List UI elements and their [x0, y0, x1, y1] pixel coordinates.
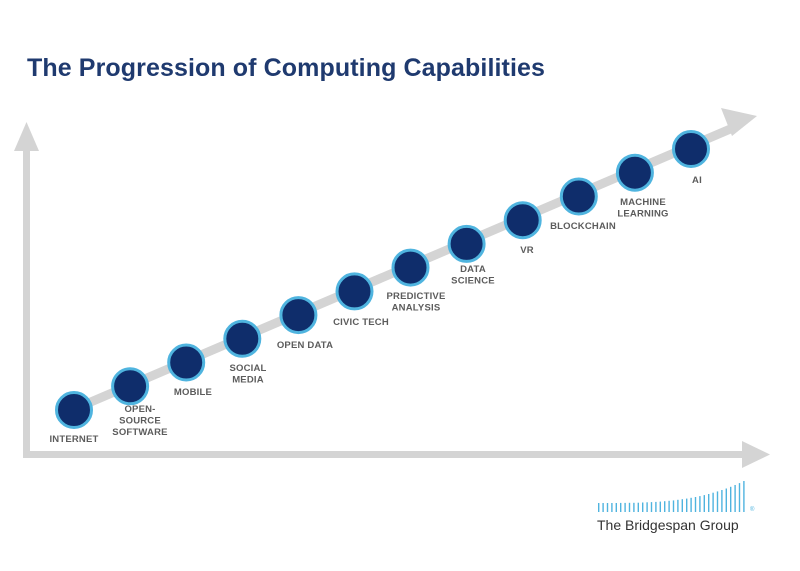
logo-bar [659, 501, 661, 512]
x-axis-line [23, 451, 751, 458]
logo-bar [598, 503, 600, 512]
milestone-node [55, 391, 93, 429]
trend-arrowhead [721, 108, 757, 136]
y-axis-arrowhead [14, 122, 39, 151]
y-axis-line [23, 140, 30, 458]
milestone-node [391, 248, 430, 287]
logo-bar [624, 502, 626, 512]
milestone-label-line: OPEN- [124, 404, 155, 415]
milestone-label: SOCIAL MEDIA [229, 363, 266, 386]
logo-bar [615, 503, 617, 512]
milestone-label-line: ANALYSIS [392, 303, 441, 314]
logo-bar [620, 502, 622, 512]
logo-bar [730, 486, 732, 512]
milestone-label-line: DATA [460, 264, 486, 275]
milestone-node [503, 201, 542, 240]
axes [14, 122, 770, 468]
milestone-label: BLOCKCHAIN [550, 221, 616, 232]
logo-bar [703, 495, 705, 512]
milestone-label: AI [692, 175, 702, 186]
milestone-label-line: LEARNING [617, 209, 668, 220]
milestone-label-line: OPEN DATA [277, 340, 333, 351]
logo-bar [637, 502, 639, 512]
logo-bar [642, 502, 644, 512]
milestone-node [615, 153, 654, 192]
logo-bar [681, 499, 683, 512]
milestone-label: CIVIC TECH [333, 317, 389, 328]
milestone-node [447, 224, 486, 263]
milestone-node [279, 296, 318, 335]
milestone-label-line: SCIENCE [451, 276, 495, 287]
milestone-node [335, 272, 374, 311]
logo-bar [672, 500, 675, 512]
logo-bar [668, 500, 670, 512]
logo-bar [712, 492, 714, 512]
logo-bar [694, 497, 697, 512]
logo-bars-mark [598, 481, 745, 512]
milestone-label-line: MOBILE [174, 387, 212, 398]
milestone-label: OPEN DATA [277, 340, 333, 351]
milestone-label-line: PREDICTIVE [386, 291, 445, 302]
milestone-label: INTERNET [49, 434, 98, 445]
page-title: The Progression of Computing Capabilitie… [27, 54, 546, 82]
logo-bar [743, 481, 745, 512]
logo-bar [602, 503, 604, 512]
x-axis-arrowhead [742, 441, 770, 468]
milestone-nodes [55, 130, 710, 429]
registered-mark: ® [750, 506, 755, 513]
logo-bar [606, 503, 609, 512]
milestone-label-line: BLOCKCHAIN [550, 221, 616, 232]
milestone-label: DATA SCIENCE [451, 264, 495, 287]
logo-bar [633, 502, 635, 512]
milestone-label: VR [520, 245, 534, 256]
milestone-node [672, 130, 710, 168]
logo-bar [734, 485, 736, 512]
logo-wordmark: The Bridgespan Group [597, 517, 739, 533]
milestone-label-line: SOFTWARE [112, 427, 167, 438]
milestone-label: OPEN-SOURCE SOFTWARE [112, 404, 167, 438]
milestone-label-line: SOURCE [119, 416, 161, 427]
milestone-label-line: CIVIC TECH [333, 317, 389, 328]
milestone-node [559, 177, 598, 216]
logo-bar [708, 494, 710, 512]
milestone-node [167, 343, 206, 382]
logo-bar [686, 498, 688, 512]
logo-bar [738, 483, 741, 512]
milestone-label-line: VR [520, 245, 534, 256]
logo-bar [677, 499, 679, 512]
milestone-node [111, 367, 150, 406]
logo-bar [699, 496, 701, 512]
bridgespan-logo: The Bridgespan Group ® [597, 481, 755, 533]
logo-bar [655, 501, 657, 512]
logo-bar [690, 497, 692, 512]
milestone-label: MACHINE LEARNING [617, 197, 668, 220]
logo-bar [664, 501, 666, 512]
milestone-label: MOBILE [174, 387, 212, 398]
milestone-label-line: MACHINE [620, 197, 666, 208]
logo-bar [725, 488, 727, 512]
milestone-label-line: AI [692, 175, 702, 186]
milestone-label-line: INTERNET [49, 434, 98, 445]
logo-bar [650, 502, 653, 512]
milestone-label-line: SOCIAL [229, 363, 266, 374]
logo-bar [721, 490, 723, 512]
milestone-node [223, 319, 262, 358]
logo-bar [646, 502, 648, 512]
logo-bar [611, 503, 613, 512]
logo-bar [628, 502, 631, 512]
milestone-label-line: MEDIA [232, 375, 264, 386]
logo-bar [716, 491, 719, 512]
milestone-label: PREDICTIVE ANALYSIS [386, 291, 445, 314]
